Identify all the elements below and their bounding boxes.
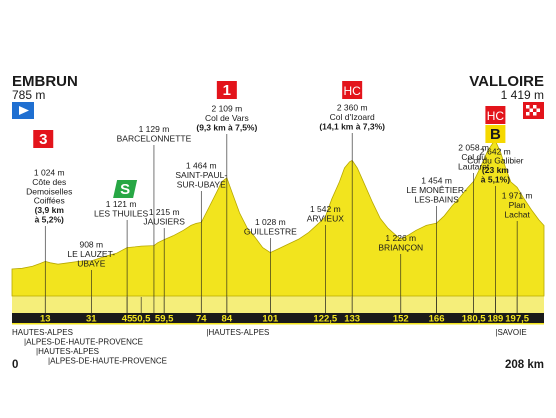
region-label: |ALPES-DE-HAUTE-PROVENCE: [24, 338, 143, 347]
point-label-line: JAUSIERS: [143, 217, 185, 227]
point-label-line: GUILLESTRE: [244, 227, 297, 237]
start-altitude: 785 m: [12, 88, 45, 102]
bonus-badge: [485, 125, 506, 143]
point-label-line: Coiffées: [34, 196, 65, 206]
point-label-line: 1 226 m: [385, 233, 416, 243]
km-label: 166: [429, 314, 445, 325]
point-label-line: Col de Vars: [205, 113, 249, 123]
km-label: 74: [196, 314, 207, 325]
point-label-line: (3,9 km: [35, 205, 65, 215]
km-label: 197,5: [505, 314, 529, 325]
point-label-line: 908 m: [79, 240, 103, 250]
point-label-line: 1 971 m: [502, 191, 533, 201]
climb-category-badge: [342, 81, 363, 99]
finish-flag-square: [533, 112, 537, 116]
finish-flag-icon: [523, 102, 544, 119]
point-label-line: 1 542 m: [310, 204, 341, 214]
km-label: 13: [40, 314, 51, 325]
point-label-line: BRIANÇON: [378, 243, 423, 253]
point-label-line: 2 642 m: [480, 146, 511, 156]
point-label-line: LE LAUZET-: [67, 249, 115, 259]
point-label-line: LES THUILES: [94, 209, 149, 219]
point-label-line: (23 km: [482, 165, 509, 175]
region-label: |ALPES-DE-HAUTE-PROVENCE: [48, 357, 167, 366]
distance-total: 208 km: [505, 359, 544, 371]
finish-flag-square: [526, 105, 530, 109]
point-label-line: Col d'Izoard: [330, 112, 375, 122]
region-label: |HAUTES-ALPES: [206, 328, 269, 337]
point-label-line: Lachat: [504, 210, 530, 220]
point-label-line: (14,1 km à 7,3%): [319, 122, 385, 132]
point-label-line: Plan: [509, 200, 526, 210]
region-label: |HAUTES-ALPES: [36, 347, 99, 356]
km-label: 101: [262, 314, 279, 325]
km-label: 133: [344, 314, 360, 325]
point-label-line: 1 454 m: [421, 176, 452, 186]
finish-altitude: 1 419 m: [501, 88, 544, 102]
point-label-line: LES-BAINS: [414, 195, 459, 205]
point-label-line: ARVIEUX: [307, 214, 344, 224]
point-label-line: Demoiselles: [26, 186, 72, 196]
point-label-line: 1 028 m: [255, 217, 286, 227]
climb-category-text: 3: [39, 131, 47, 148]
climb-category-badge: [33, 130, 54, 148]
km-label: 59,5: [155, 314, 174, 325]
point-label-line: UBAYE: [77, 259, 106, 269]
km-label: 152: [393, 314, 409, 325]
finish-flag-square: [533, 105, 537, 109]
profile-area: [11, 140, 545, 297]
bonus-badge-text: B: [490, 126, 501, 143]
point-label-line: 1 129 m: [139, 124, 170, 134]
elevation-profile: [11, 140, 545, 313]
point-label-line: 1 024 m: [34, 168, 65, 178]
finish-flag-square: [536, 108, 540, 112]
point-label-line: 2 360 m: [337, 103, 368, 113]
point-label-line: Col du Galibier: [467, 156, 523, 166]
distance-band: [12, 313, 544, 323]
point-label-line: (9,3 km à 7,5%): [196, 123, 257, 133]
km-label: 122,5: [313, 314, 337, 325]
climb-category-text: 1: [223, 82, 231, 99]
region-label: |SAVOIE: [495, 328, 526, 337]
km-label: 189: [487, 314, 503, 325]
point-label-line: SUR-UBAYE: [177, 180, 226, 190]
point-label-line: à 5,1%): [481, 175, 510, 185]
point-label-line: SAINT-PAUL-: [175, 170, 227, 180]
climb-category-badge: [485, 106, 506, 124]
region-label: HAUTES-ALPES: [12, 328, 73, 337]
sprint-badge: [113, 180, 138, 198]
km-label: 50,5: [132, 314, 151, 325]
finish-city: VALLOIRE: [469, 73, 544, 90]
point-label-line: Col du: [461, 152, 486, 162]
climb-category-badge: [216, 81, 237, 99]
finish-flag-square: [526, 112, 530, 116]
km-label: 180,5: [462, 314, 486, 325]
start-play-icon: [19, 106, 29, 115]
point-label-line: LE MONÊTIER-: [406, 185, 467, 195]
point-label-line: BARCELONNETTE: [117, 134, 192, 144]
region-labels: HAUTES-ALPES|ALPES-DE-HAUTE-PROVENCE|HAU…: [12, 328, 527, 366]
point-label-line: Côte des: [32, 177, 66, 187]
point-label-line: Lautaret: [458, 162, 490, 172]
km-label: 84: [222, 314, 233, 325]
km-label: 31: [86, 314, 97, 325]
point-label-line: 1 121 m: [106, 199, 137, 209]
sprint-badge-text: S: [120, 181, 130, 198]
point-label-line: 2 109 m: [211, 104, 242, 114]
climb-category-text: HC: [487, 109, 505, 123]
point-label-line: 1 464 m: [186, 161, 217, 171]
start-city: EMBRUN: [12, 73, 78, 90]
point-label-line: 1 215 m: [149, 207, 180, 217]
finish-flag-square: [529, 108, 533, 112]
distance-band-underline: [12, 323, 544, 325]
profile-ground: [12, 296, 544, 313]
climb-category-text: HC: [344, 84, 362, 98]
point-label-line: 2 058 m: [458, 143, 489, 153]
distance-start: 0: [12, 359, 18, 371]
km-label: 45: [122, 314, 133, 325]
point-label-line: à 5,2%): [35, 215, 64, 225]
